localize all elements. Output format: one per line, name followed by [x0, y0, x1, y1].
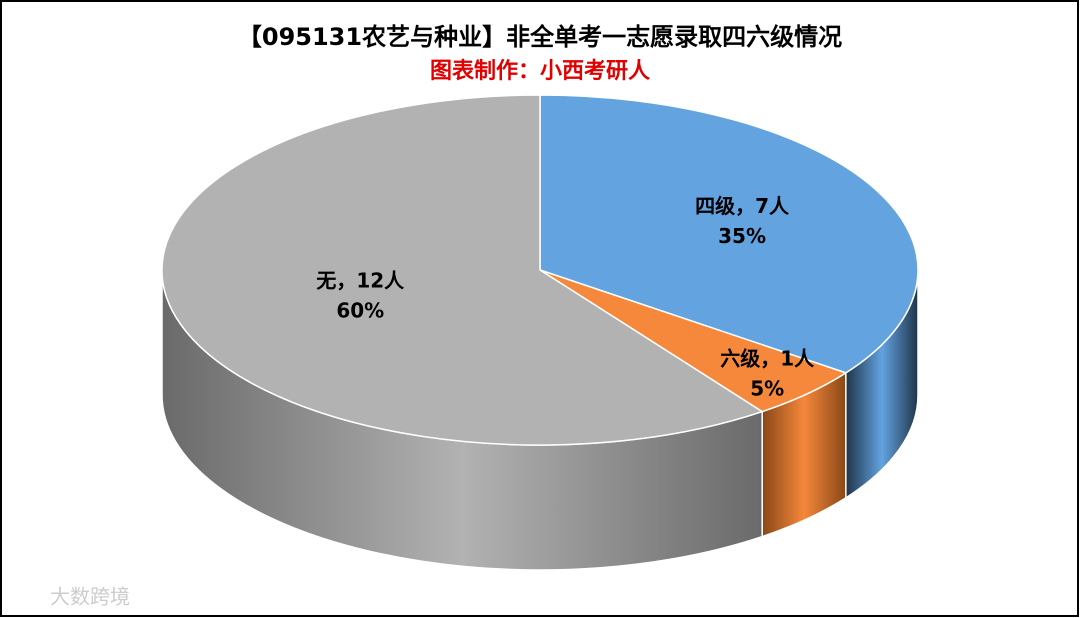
slice — [539, 94, 919, 374]
watermark: 大数跨境 — [50, 585, 130, 609]
percent-label: 35% — [718, 224, 766, 248]
pie: 四级，7人 35% 六级，1人 5% 无，12人 60% — [161, 94, 919, 571]
percent-label: 60% — [336, 299, 384, 323]
data-label: 四级，7人 — [695, 194, 790, 218]
percent-label: 5% — [750, 377, 784, 401]
chart-subtitle: 图表制作：小西考研人 — [430, 59, 650, 84]
slice — [161, 94, 764, 446]
data-label: 无，12人 — [316, 269, 405, 293]
data-label: 六级，1人 — [720, 347, 815, 371]
chart-title: 【095131农艺与种业】非全单考一志愿录取四六级情况 — [238, 23, 842, 51]
